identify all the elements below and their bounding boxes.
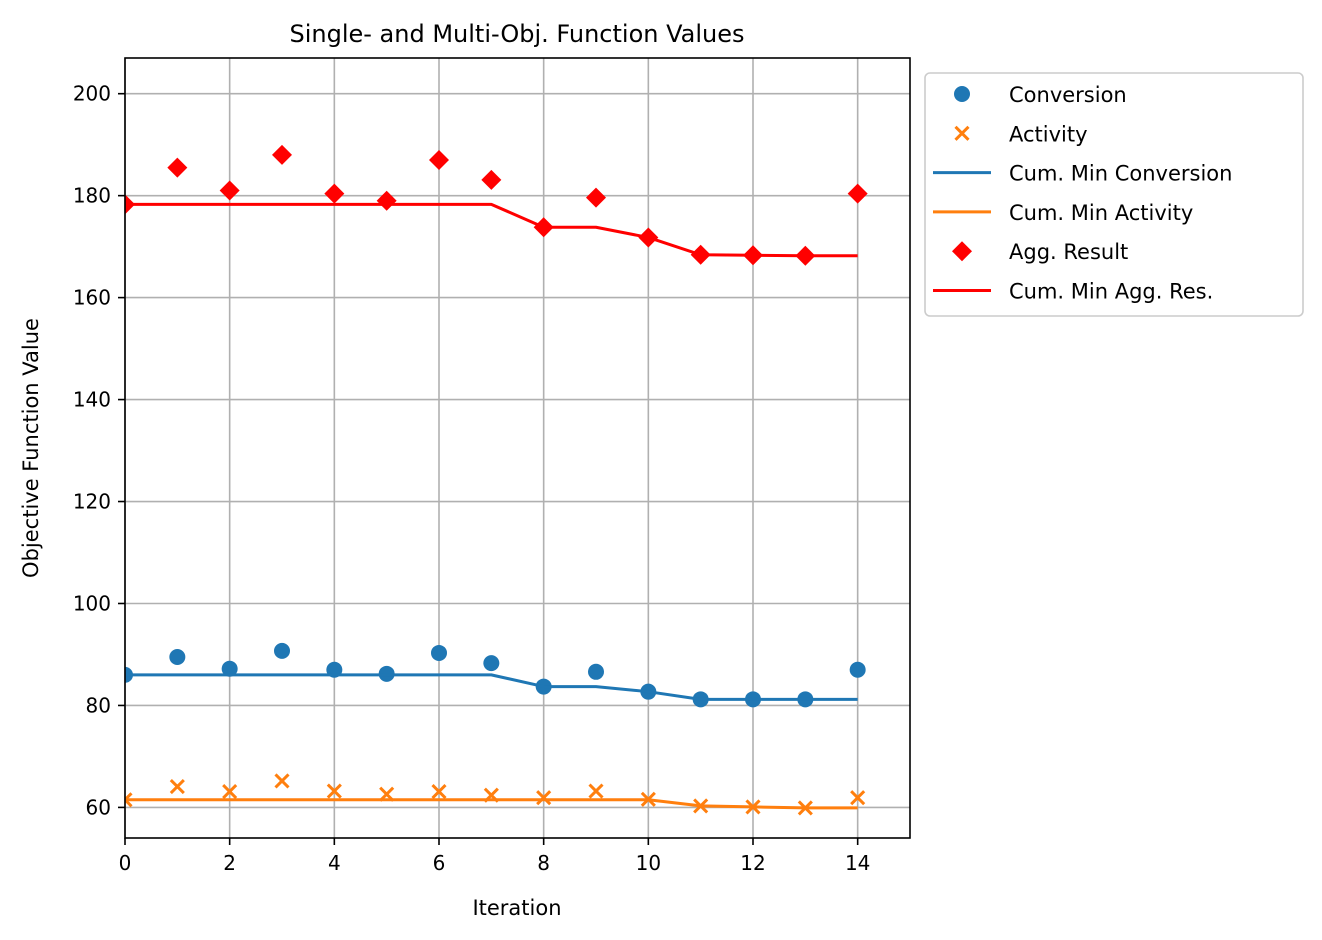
y-tick-label: 200: [73, 82, 111, 106]
series-cum-min-conversion: [125, 673, 858, 701]
legend-item-cum-min-agg-res: Cum. Min Agg. Res.: [933, 280, 1213, 304]
plot-frame: [124, 57, 911, 839]
data-point: [586, 187, 606, 208]
data-point: [481, 169, 502, 190]
data-point: [272, 144, 292, 165]
legend-label: Cum. Min Conversion: [1009, 162, 1232, 186]
legend-item-activity: Activity: [954, 122, 1088, 146]
legend-item-cum-min-activity: Cum. Min Activity: [933, 201, 1193, 225]
legend-swatch: [952, 241, 972, 262]
x-axis: 0 2 4 6 8 10 12 14: [119, 838, 870, 875]
data-point: [429, 149, 449, 170]
data-point: [222, 784, 238, 800]
y-axis-label: Objective Function Value: [19, 318, 43, 578]
legend-item-agg-result: Agg. Result: [952, 240, 1128, 264]
legend-label: Conversion: [1009, 83, 1127, 107]
data-point: [588, 663, 604, 680]
data-point: [431, 644, 447, 661]
x-tick-label: 4: [328, 851, 341, 875]
x-axis-label: Iteration: [472, 896, 561, 920]
y-tick-label: 60: [86, 795, 111, 819]
data-point: [169, 778, 185, 795]
y-tick-label: 80: [86, 693, 111, 717]
x-tick-label: 8: [537, 851, 550, 875]
data-point: [483, 655, 500, 672]
series-line: [125, 202, 858, 258]
series-line: [125, 673, 858, 701]
legend-swatch: [954, 86, 970, 102]
y-tick-label: 120: [73, 490, 111, 514]
data-point: [219, 180, 240, 201]
data-point: [169, 649, 186, 666]
data-point: [274, 773, 290, 789]
y-tick-label: 100: [73, 591, 111, 615]
plot-area: 0 2 4 6 8 10 12 14 60 80 100 120 140 160 180 200: [73, 57, 911, 875]
series-cum-min-activity: [125, 798, 858, 810]
chart-title: Single- and Multi-Obj. Function Values: [289, 20, 744, 48]
data-point: [326, 783, 342, 799]
series-layer: [125, 144, 868, 816]
legend-label: Activity: [1009, 122, 1088, 146]
data-point: [274, 642, 290, 659]
legend-swatch: [954, 125, 970, 141]
series-cum-min-agg-res: [125, 202, 858, 258]
x-tick-label: 10: [636, 851, 661, 875]
data-point: [850, 790, 866, 806]
x-tick-label: 14: [845, 851, 870, 875]
y-tick-label: 160: [73, 286, 111, 310]
data-point: [324, 183, 345, 204]
legend-label: Agg. Result: [1009, 240, 1128, 264]
data-point: [849, 661, 866, 678]
data-point: [431, 784, 447, 800]
x-tick-label: 0: [119, 851, 132, 875]
data-point: [167, 157, 188, 178]
data-point: [536, 790, 552, 806]
x-tick-label: 12: [740, 851, 765, 875]
y-tick-label: 180: [73, 184, 111, 208]
legend-item-cum-min-conversion: Cum. Min Conversion: [933, 162, 1232, 186]
data-point: [221, 660, 238, 677]
y-tick-label: 140: [73, 388, 111, 412]
legend: Conversion Activity Cum. Min Conversion Cum…: [924, 72, 1304, 317]
legend-box: [924, 72, 1304, 317]
legend-label: Cum. Min Activity: [1009, 201, 1193, 225]
data-point: [125, 792, 133, 808]
x-tick-label: 2: [223, 851, 236, 875]
x-tick-label: 6: [433, 851, 446, 875]
data-point: [588, 783, 604, 799]
series-line: [125, 798, 858, 810]
legend-item-conversion: Conversion: [954, 83, 1127, 107]
legend-label: Cum. Min Agg. Res.: [1009, 280, 1213, 304]
y-axis: 60 80 100 120 140 160 180 200: [73, 82, 125, 819]
data-point: [847, 183, 868, 204]
